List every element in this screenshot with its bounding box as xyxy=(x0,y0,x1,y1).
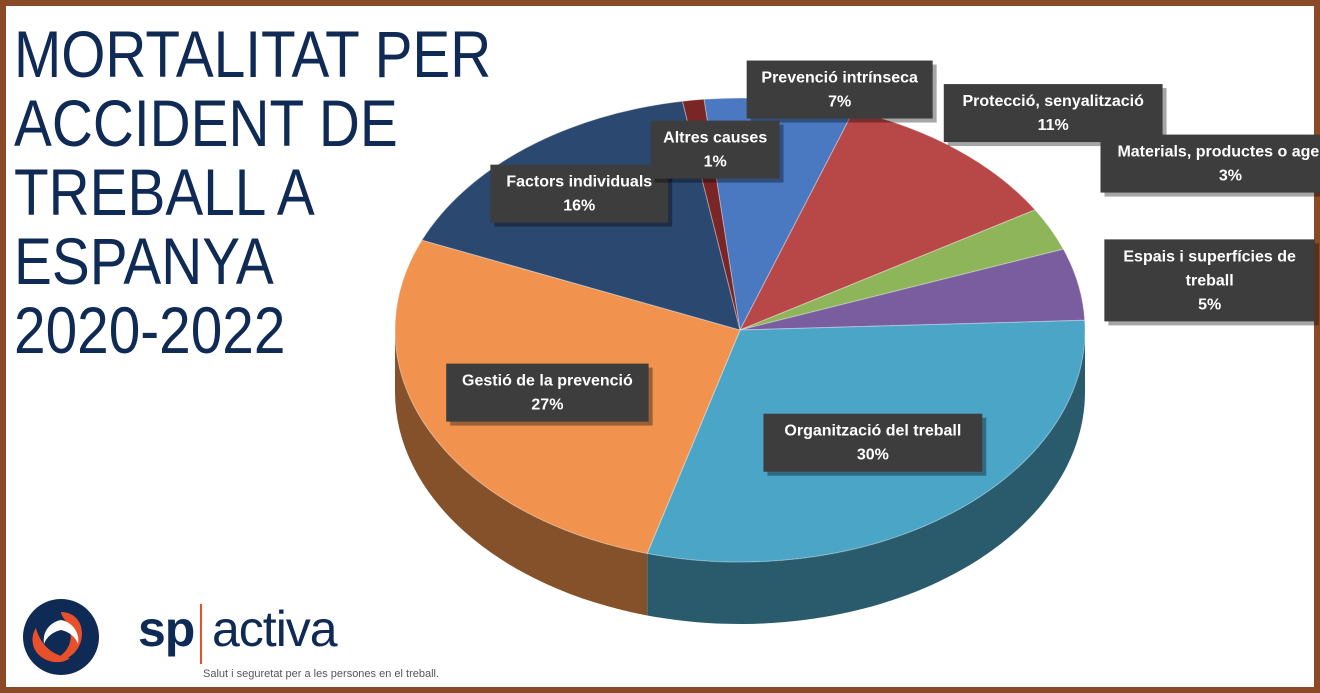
slice-label-box xyxy=(746,60,933,119)
title-line: TREBALL A xyxy=(14,155,315,229)
slice-label-box xyxy=(1100,134,1320,193)
pie-slice xyxy=(739,209,1065,331)
logo-mark-icon xyxy=(23,599,99,675)
slice-value-label: 5% xyxy=(1198,296,1221,313)
slice-category-label: Organització del treball xyxy=(784,423,961,440)
slice-label-box xyxy=(1104,239,1315,322)
slice-label: Gestió de la prevenció 27% xyxy=(446,363,653,426)
slice-label-box xyxy=(490,164,669,223)
slice-value-label: 1% xyxy=(704,154,727,171)
logo-tagline: Salut i seguretat per a les persones en … xyxy=(203,668,440,680)
title-line: ESPANYA xyxy=(14,224,274,298)
pie-slice-side xyxy=(395,330,648,616)
logo-divider xyxy=(200,604,202,664)
title-line: 2020-2022 xyxy=(14,293,286,367)
slice-value-label: 3% xyxy=(1219,168,1242,185)
logo-text-activa: activa xyxy=(212,601,338,657)
logo-text-sp: sp xyxy=(138,601,195,657)
slice-label: Factors individuals 16% xyxy=(490,164,673,227)
slice-category-label: Materials, productes o agents xyxy=(1117,144,1320,161)
slice-label: Prevenció intrínseca 7% xyxy=(746,60,937,123)
slice-label: Materials, productes o agents 3% xyxy=(1100,134,1320,197)
slice-label: Espais i superfícies de treball 5% xyxy=(1104,239,1319,326)
slice-value-label: 11% xyxy=(1038,117,1069,134)
slice-category-label: treball xyxy=(1186,272,1234,289)
pie-slice xyxy=(739,248,1086,331)
slice-label-box xyxy=(650,120,780,179)
title-line: MORTALITAT PER xyxy=(14,17,492,91)
slice-value-label: 27% xyxy=(531,397,563,414)
slice-value-label: 7% xyxy=(828,94,851,111)
slice-value-label: 16% xyxy=(563,198,595,215)
pie-slice-side xyxy=(647,330,1085,624)
slice-label-box xyxy=(943,84,1163,143)
slice-label: Organització del treball 30% xyxy=(763,413,987,476)
slice-label: Altres causes 1% xyxy=(650,120,784,183)
slice-category-label: Espais i superfícies de xyxy=(1123,248,1296,265)
brand-logo: sp activa Salut i seguretat per a les pe… xyxy=(20,598,480,688)
slice-category-label: Altres causes xyxy=(663,130,767,147)
slice-category-label: Protecció, senyalització xyxy=(962,93,1144,110)
slice-value-label: 30% xyxy=(857,447,889,464)
slice-category-label: Factors individuals xyxy=(506,174,652,191)
slice-category-label: Gestió de la prevenció xyxy=(462,373,633,390)
label-layer: Prevenció intrínseca 7% Protecció, senyali… xyxy=(446,60,1320,476)
slice-category-label: Prevenció intrínseca xyxy=(761,70,918,87)
slice-label-box xyxy=(763,413,983,472)
page-title: MORTALITAT PER ACCIDENT DE TREBALL A ESP… xyxy=(14,17,492,367)
slice-label-box xyxy=(446,363,649,422)
title-line: ACCIDENT DE xyxy=(14,86,398,160)
